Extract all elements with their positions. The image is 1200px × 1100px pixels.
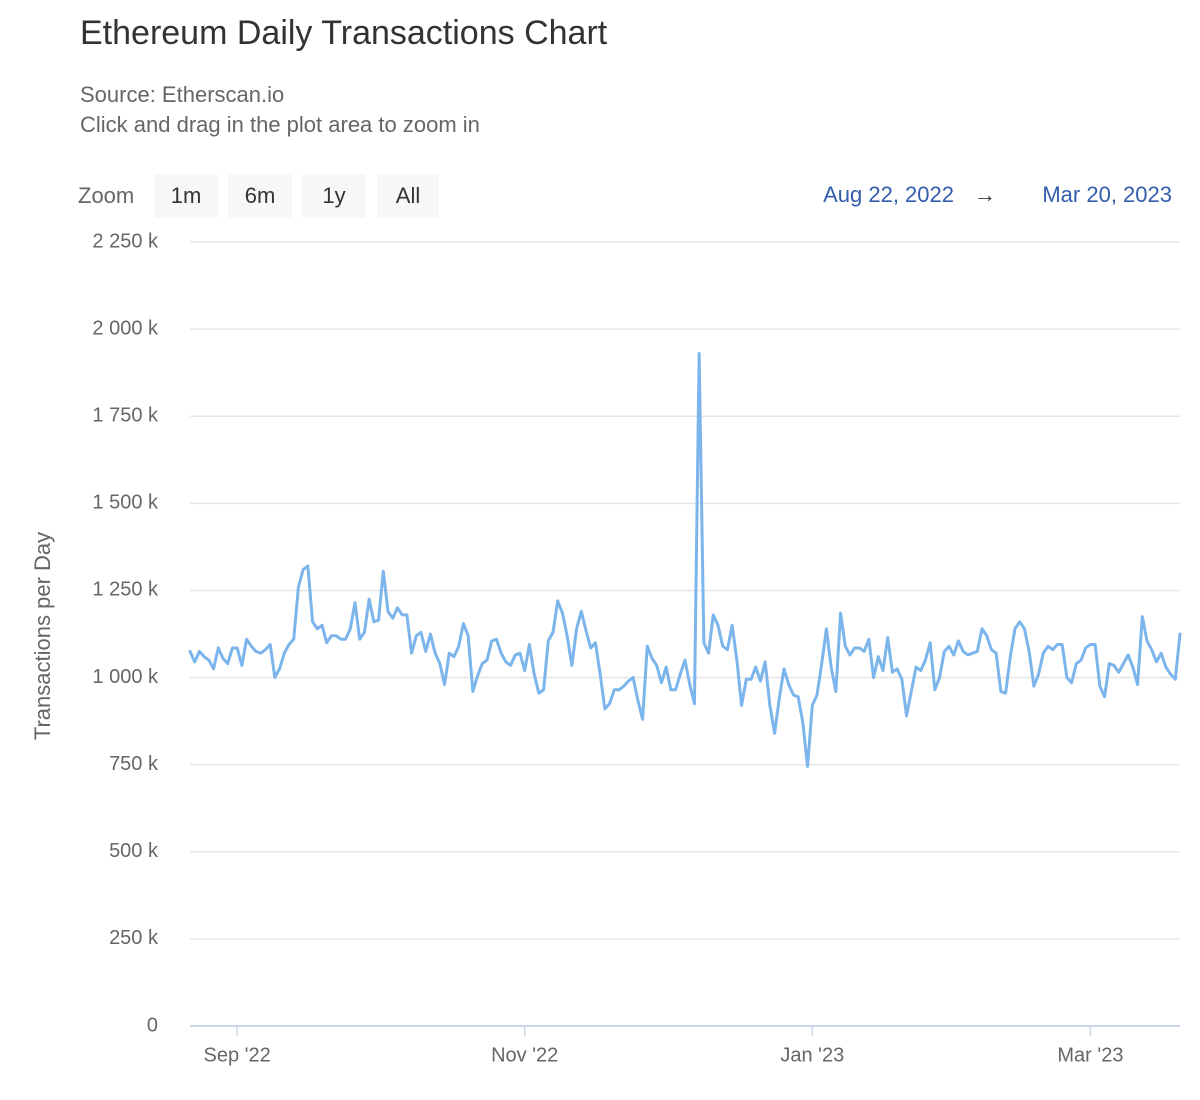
zoom-button-label[interactable]: 6m [245,183,276,208]
range-separator: → [974,182,996,207]
data-line [188,352,1182,768]
x-tick-label: Nov '22 [491,1044,558,1066]
subtitle: Source: Etherscan.io [80,82,284,107]
zoom-button-label[interactable]: 1y [322,183,345,208]
y-tick-label: 500 k [109,840,159,862]
zoom-button[interactable] [154,174,218,218]
y-axis-title: Transactions per Day [30,532,55,740]
x-tick-label: Jan '23 [780,1044,844,1066]
zoom-button-label[interactable]: All [396,183,420,208]
zoom-button[interactable] [302,174,366,218]
y-tick-label: 1 750 k [92,405,159,427]
y-tick-label: 2 000 k [92,317,159,339]
zoom-button[interactable] [377,174,439,218]
chart-title: Ethereum Daily Transactions Chart [80,14,608,52]
subtitle: Click and drag in the plot area to zoom … [80,112,480,137]
y-tick-label: 1 000 k [92,666,159,688]
zoom-label: Zoom [78,183,134,208]
range-from[interactable]: Aug 22, 2022 [823,182,954,207]
y-tick-label: 0 [147,1014,158,1036]
y-tick-label: 1 250 k [92,579,159,601]
x-tick-label: Mar '23 [1057,1044,1123,1066]
y-tick-label: 1 500 k [92,492,159,514]
zoom-button-label[interactable]: 1m [171,183,202,208]
y-tick-label: 750 k [109,753,159,775]
y-tick-label: 2 250 k [92,230,159,252]
y-tick-label: 250 k [109,927,159,949]
zoom-button[interactable] [228,174,292,218]
x-tick-label: Sep '22 [204,1044,271,1066]
range-to[interactable]: Mar 20, 2023 [1042,182,1172,207]
